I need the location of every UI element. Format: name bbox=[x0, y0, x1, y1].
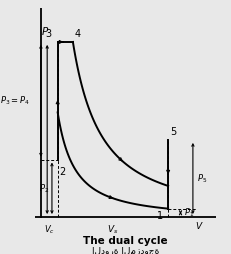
Text: 2: 2 bbox=[59, 167, 65, 178]
Text: V: V bbox=[195, 222, 201, 231]
Text: $P_2$: $P_2$ bbox=[39, 182, 49, 195]
Text: 4: 4 bbox=[74, 29, 80, 39]
Text: 1: 1 bbox=[157, 211, 163, 220]
Text: $P_1$: $P_1$ bbox=[184, 207, 194, 219]
Text: $V_s$: $V_s$ bbox=[107, 224, 118, 236]
Text: $P_5$: $P_5$ bbox=[196, 172, 206, 185]
Text: The dual cycle: The dual cycle bbox=[83, 236, 167, 246]
Text: 3: 3 bbox=[45, 29, 51, 39]
Text: الدورة المزدوجة: الدورة المزدوجة bbox=[91, 247, 158, 254]
Text: $P_3=P_4$: $P_3=P_4$ bbox=[0, 94, 30, 107]
Text: P: P bbox=[42, 27, 48, 37]
Text: 5: 5 bbox=[170, 127, 176, 137]
Text: $V_c$: $V_c$ bbox=[43, 224, 54, 236]
